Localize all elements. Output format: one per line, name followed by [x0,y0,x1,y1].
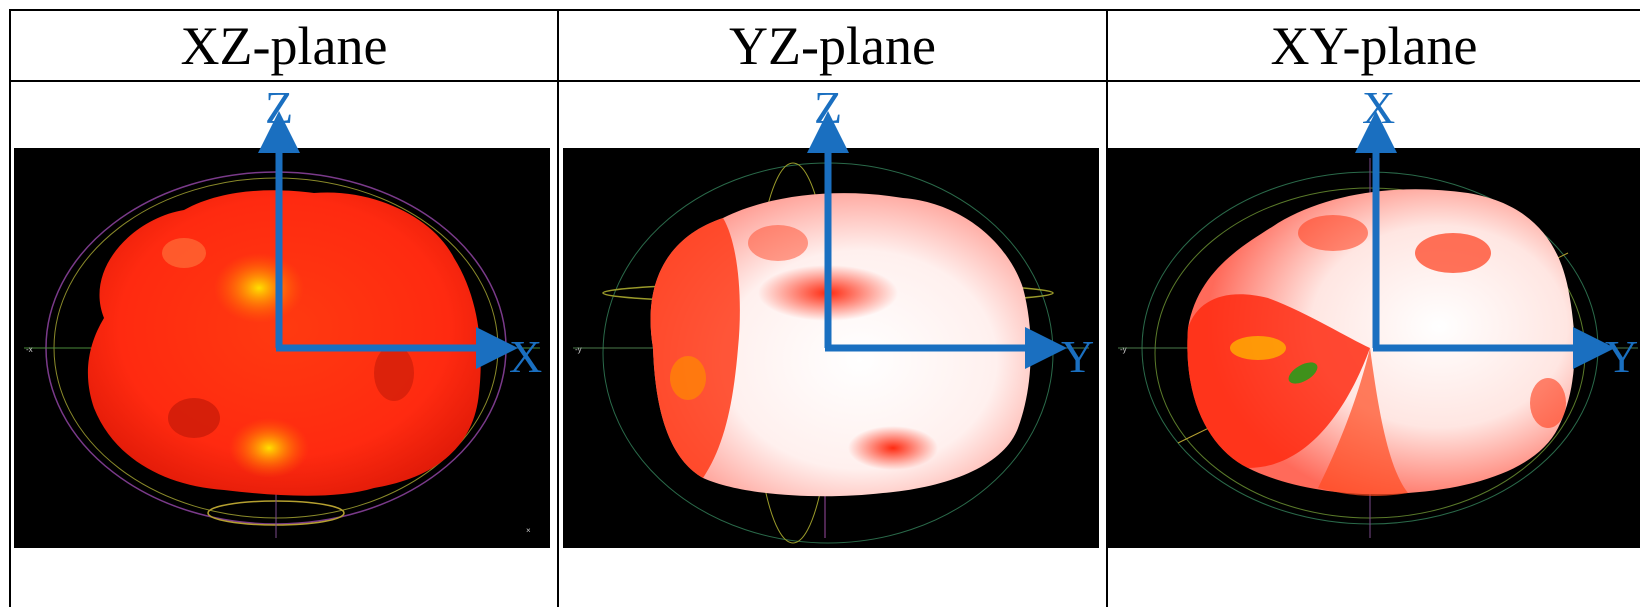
yz-plane-render: -y [563,148,1099,548]
column-title-yz: YZ-plane [729,16,936,76]
xy-horizontal-axis-label: Y [1605,331,1639,382]
svg-text:×: × [526,526,531,535]
column-divider-2 [1106,9,1108,607]
yz-vertical-axis-label: Z [814,82,843,133]
header-divider [9,80,1640,82]
xy-plane-render: -y [1108,148,1640,548]
xz-plane-render: -x × [14,148,550,548]
xz-vertical-axis-label: Z [265,82,294,133]
column-title-xz: XZ-plane [180,16,388,76]
table-frame [9,9,1640,607]
yz-horizontal-axis-label: Y [1061,331,1095,382]
column-divider-1 [557,9,559,607]
column-title-xy: XY-plane [1270,16,1478,76]
xz-horizontal-axis-label: X [509,331,543,382]
xy-vertical-axis-label: X [1362,82,1396,133]
svg-text:-y: -y [1120,345,1127,354]
svg-text:-x: -x [26,345,33,354]
svg-text:-y: -y [575,345,582,354]
